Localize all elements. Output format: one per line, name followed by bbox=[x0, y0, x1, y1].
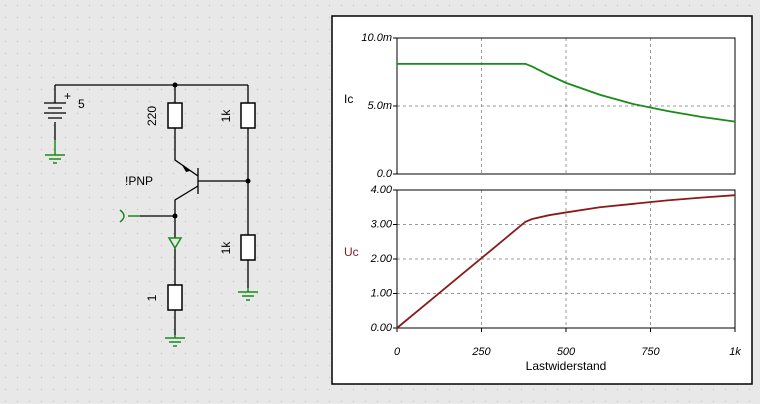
x-tick-label: 0 bbox=[394, 346, 401, 358]
plot-frame bbox=[396, 37, 736, 175]
x-tick-label: 1k bbox=[729, 346, 741, 358]
y-tick-label: 3.00 bbox=[371, 218, 393, 230]
data-line bbox=[397, 62, 736, 123]
resistor-label: 1k bbox=[219, 109, 233, 123]
y-axis-label: Ic bbox=[344, 92, 353, 106]
y-tick-label: 5.0m bbox=[368, 100, 392, 112]
resistor-label: 220 bbox=[145, 106, 159, 126]
plus-sign: + bbox=[64, 89, 71, 103]
data-line bbox=[396, 194, 736, 329]
y-tick-label: 0.00 bbox=[371, 322, 393, 334]
y-tick-label: 10.0m bbox=[361, 32, 392, 44]
x-tick-label: 250 bbox=[471, 346, 491, 358]
battery-label: 5 bbox=[78, 97, 85, 111]
transistor-label: !PNP bbox=[125, 174, 153, 188]
x-axis-label: Lastwiderstand bbox=[526, 359, 607, 373]
y-tick-label: 2.00 bbox=[370, 253, 393, 265]
y-tick-label: 4.00 bbox=[371, 184, 393, 196]
x-tick-label: 500 bbox=[557, 346, 576, 358]
x-tick-label: 750 bbox=[641, 346, 660, 358]
schematic: + 5 220 1k 1k 1 !PNP bbox=[44, 82, 258, 347]
resistor-label: 1 bbox=[145, 294, 159, 301]
y-tick-label: 1.00 bbox=[371, 287, 393, 299]
y-tick-label: 0.0 bbox=[377, 168, 393, 180]
resistor-label: 1k bbox=[219, 241, 233, 255]
y-axis-label: Uc bbox=[344, 245, 359, 259]
plot-frame bbox=[396, 189, 736, 329]
